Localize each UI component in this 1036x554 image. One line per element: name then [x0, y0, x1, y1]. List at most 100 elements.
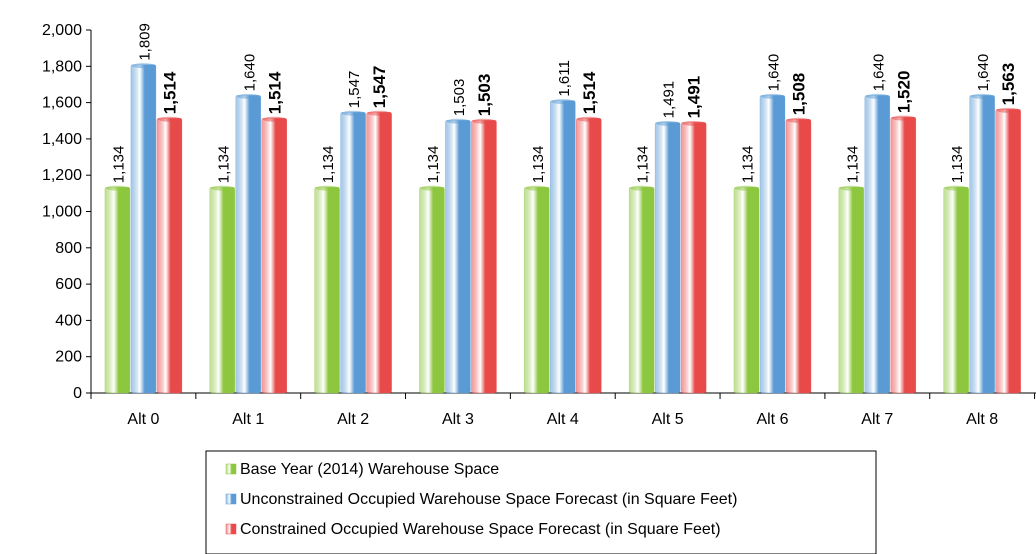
y-tick-label: 1,200	[42, 167, 82, 184]
bar	[314, 186, 340, 394]
bar-cap	[656, 120, 680, 126]
bar	[524, 186, 550, 394]
data-label: 1,547	[346, 71, 363, 109]
data-label: 1,134	[215, 146, 232, 184]
y-tick-label: 600	[55, 276, 82, 293]
bar-cap	[367, 110, 391, 116]
bar	[654, 122, 681, 394]
bar-cap	[865, 93, 889, 99]
legend-entry: Constrained Occupied Warehouse Space For…	[240, 521, 721, 538]
bar	[156, 117, 183, 394]
legend-swatch	[225, 493, 237, 505]
legend-entry: Unconstrained Occupied Warehouse Space F…	[240, 491, 737, 508]
bar	[680, 122, 707, 394]
y-tick-label: 200	[55, 349, 82, 366]
x-category-label: Alt 7	[861, 411, 893, 428]
data-label: 1,640	[241, 54, 258, 92]
bar	[471, 119, 497, 394]
data-label: 1,134	[949, 146, 966, 184]
data-label: 1,503	[475, 74, 494, 117]
bar-cap	[341, 110, 365, 116]
bar	[130, 64, 157, 394]
y-tick-label: 2,000	[42, 22, 82, 39]
bar-cap	[630, 185, 654, 191]
data-label: 1,134	[635, 146, 652, 184]
data-label: 1,514	[580, 71, 599, 114]
data-label: 1,503	[451, 79, 468, 117]
data-label: 1,514	[265, 71, 284, 114]
bar	[261, 117, 288, 394]
y-tick-label: 0	[73, 385, 82, 402]
bar-cap	[944, 185, 968, 191]
bar-cap	[551, 99, 575, 105]
data-label: 1,134	[425, 146, 442, 184]
legend-swatch	[225, 463, 237, 475]
bars-layer	[104, 63, 1021, 394]
bar-cap	[577, 116, 601, 122]
bar-cap	[131, 63, 155, 69]
x-category-label: Alt 5	[652, 411, 684, 428]
y-tick-label: 1,000	[42, 204, 82, 221]
y-tick-label: 1,800	[42, 58, 82, 75]
bar-cap	[891, 115, 915, 121]
bar-cap	[210, 185, 234, 191]
bar-cap	[970, 93, 994, 99]
bar-cap	[839, 185, 863, 191]
y-tick-label: 1,600	[42, 95, 82, 112]
data-label: 1,134	[844, 146, 861, 184]
x-category-label: Alt 8	[966, 411, 998, 428]
bar	[366, 111, 392, 394]
data-label: 1,611	[556, 60, 573, 96]
bar-cap	[682, 120, 706, 126]
bar	[838, 186, 865, 394]
data-label: 1,520	[894, 71, 913, 114]
data-label: 1,134	[530, 146, 547, 184]
bar-cap	[996, 107, 1020, 113]
bar	[419, 186, 445, 394]
data-label: 1,491	[685, 76, 704, 119]
bar	[235, 95, 262, 394]
x-category-label: Alt 1	[232, 411, 264, 428]
bar	[864, 95, 891, 394]
data-label: 1,563	[999, 63, 1018, 106]
bar-cap	[236, 93, 260, 99]
bar-cap	[157, 116, 181, 122]
x-category-label: Alt 3	[442, 411, 474, 428]
bar	[969, 95, 995, 394]
legend-entry: Base Year (2014) Warehouse Space	[240, 461, 499, 478]
x-category-label: Alt 6	[756, 411, 788, 428]
y-tick-label: 800	[55, 240, 82, 257]
bar-cap	[760, 93, 784, 99]
bar-cap	[786, 117, 810, 123]
bar-cap	[525, 185, 549, 191]
y-axis: 0 200 400 600 800 1,000 1,200 1,400 1,600 1,800 2,…	[42, 22, 92, 402]
bar-cap	[420, 185, 444, 191]
data-label: 1,134	[739, 146, 756, 184]
data-label: 1,491	[661, 81, 678, 119]
bar	[340, 111, 366, 394]
x-category-label: Alt 4	[547, 411, 579, 428]
bar	[890, 116, 917, 394]
bar	[785, 119, 812, 394]
x-category-label: Alt 0	[127, 411, 159, 428]
data-label: 1,640	[975, 54, 992, 92]
bar	[576, 117, 602, 394]
data-label: 1,547	[370, 66, 389, 109]
bar	[550, 100, 576, 394]
data-label: 1,640	[870, 54, 887, 92]
bar	[209, 186, 236, 394]
bar-cap	[472, 118, 496, 124]
bar-cap	[315, 185, 339, 191]
data-label: 1,134	[320, 146, 337, 184]
y-tick-label: 400	[55, 312, 82, 329]
legend-box	[205, 450, 877, 554]
bar	[445, 119, 471, 394]
bar	[995, 109, 1021, 394]
y-tick-label: 1,400	[42, 131, 82, 148]
data-label: 1,809	[136, 23, 153, 61]
bar	[733, 186, 760, 394]
value-labels-layer: 1,134 1,809 1,514 1,134 1,640 1,514 1,134 1,547…	[110, 23, 1018, 183]
data-label: 1,640	[765, 54, 782, 92]
x-axis: Alt 0 Alt 1 Alt 2 Alt 3 Alt 4 Alt 5 Alt 6 Alt 7…	[90, 392, 1036, 428]
